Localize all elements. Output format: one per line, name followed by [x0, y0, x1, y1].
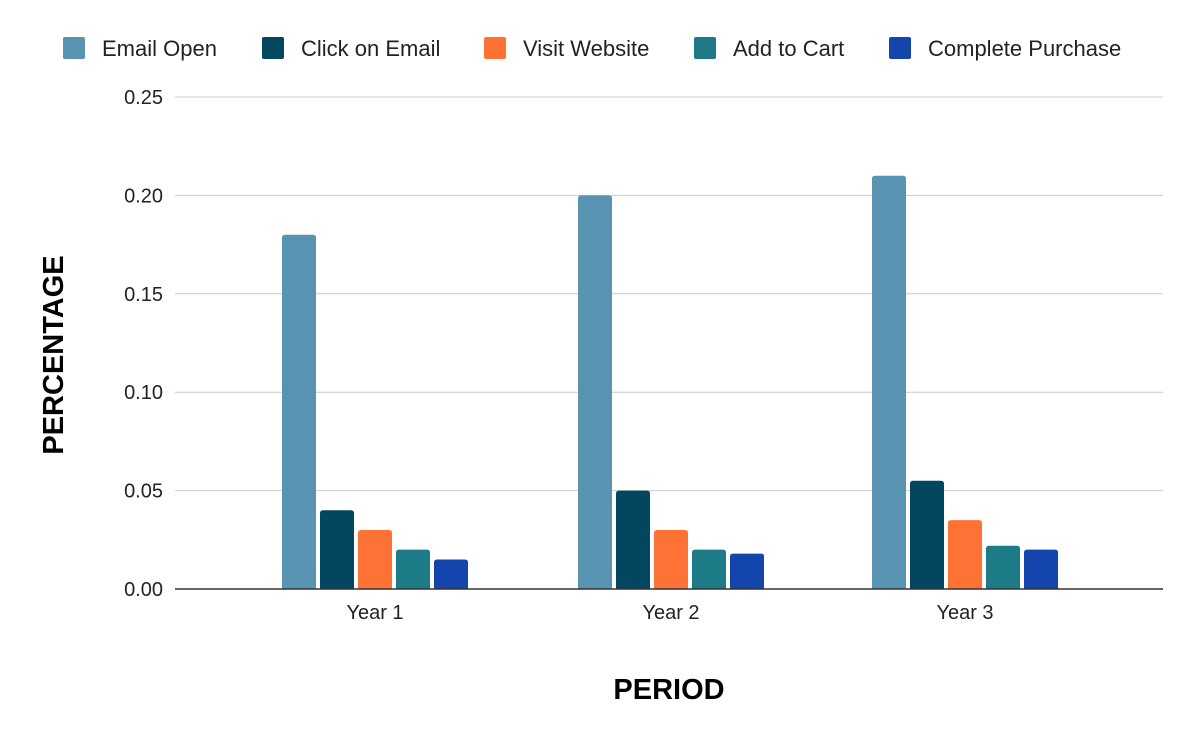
grid: [175, 96, 1163, 492]
legend-item[interactable]: Email Open: [63, 36, 217, 61]
bar-complete-purchase-year-3: [1024, 549, 1058, 589]
legend-item[interactable]: Visit Website: [484, 36, 649, 61]
bar-visit-website-year-1: [358, 529, 392, 589]
x-axis: Year 1 Year 2 Year 3: [346, 602, 993, 624]
bar-click-on-email-year-2: [616, 490, 650, 589]
y-tick-label: 0.20: [124, 185, 163, 207]
bar-visit-website-year-3: [948, 520, 982, 589]
legend-label: Visit Website: [523, 36, 649, 61]
legend-swatch: [484, 37, 506, 59]
y-tick-label: 0.15: [124, 284, 163, 306]
bar-email-open-year-2: [578, 195, 612, 589]
x-tick-label: Year 2: [642, 602, 699, 624]
bar-add-to-cart-year-1: [396, 549, 430, 589]
legend-swatch: [889, 37, 911, 59]
bar-email-open-year-3: [872, 175, 906, 589]
x-tick-label: Year 1: [346, 602, 403, 624]
legend-label: Add to Cart: [733, 36, 844, 61]
bar-add-to-cart-year-3: [986, 545, 1020, 589]
bar-click-on-email-year-3: [910, 480, 944, 589]
legend-label: Complete Purchase: [928, 36, 1121, 61]
bars: [175, 175, 1163, 590]
y-axis-title: PERCENTAGE: [38, 255, 70, 454]
legend-label: Email Open: [102, 36, 217, 61]
legend-swatch: [63, 37, 85, 59]
legend-swatch: [694, 37, 716, 59]
legend-item[interactable]: Complete Purchase: [889, 36, 1121, 61]
y-tick-label: 0.25: [124, 87, 163, 109]
legend-label: Click on Email: [301, 36, 440, 61]
y-tick-label: 0.00: [124, 579, 163, 601]
bar-add-to-cart-year-2: [692, 549, 726, 589]
y-tick-label: 0.05: [124, 481, 163, 503]
x-axis-title: PERIOD: [613, 674, 724, 706]
bar-email-open-year-1: [282, 234, 316, 589]
bar-complete-purchase-year-1: [434, 559, 468, 589]
bar-click-on-email-year-1: [320, 510, 354, 589]
legend-item[interactable]: Click on Email: [262, 36, 440, 61]
y-axis: 0.00 0.05 0.10 0.15 0.20 0.25: [124, 87, 163, 601]
legend: Email Open Click on Email Visit Website Add…: [63, 36, 1121, 61]
y-tick-label: 0.10: [124, 382, 163, 404]
x-tick-label: Year 3: [936, 602, 993, 624]
legend-swatch: [262, 37, 284, 59]
legend-item[interactable]: Add to Cart: [694, 36, 844, 61]
bar-complete-purchase-year-2: [730, 553, 764, 589]
bar-visit-website-year-2: [654, 529, 688, 589]
